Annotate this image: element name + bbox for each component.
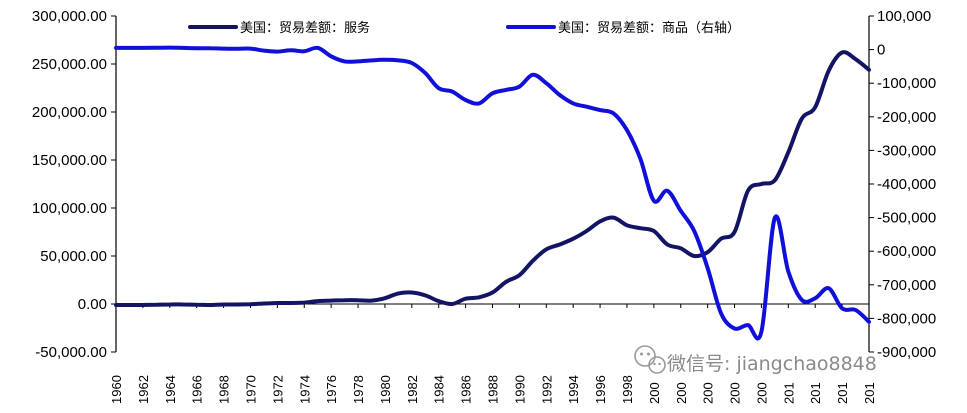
watermark-text: 微信号: jiangchao8848	[667, 353, 877, 375]
left-tick-label: -50,000.00	[35, 344, 107, 361]
series-line-services	[114, 50, 871, 307]
right-tick-label: 100,000	[877, 8, 931, 25]
x-tick-label: 1974	[297, 375, 312, 404]
legend-label: 美国：贸易差额：商品（右轴）	[558, 21, 740, 36]
right-tick-label: -600,000	[877, 243, 936, 260]
legend: 美国：贸易差额：服务 美国：贸易差额：商品（右轴）	[188, 20, 740, 36]
x-tick-label: 200	[674, 382, 689, 404]
right-tick-label: -400,000	[877, 176, 936, 193]
x-tick-label: 1968	[217, 375, 232, 404]
x-tick-label: 200	[754, 382, 769, 404]
wechat-icon	[634, 345, 666, 374]
x-tick-label: 1970	[243, 375, 258, 404]
x-axis-ticks: 1960 1962 1964 1966 1968 1970 1972 1974 1976 1978…	[109, 304, 877, 404]
left-tick-label: 100,000.00	[32, 200, 107, 217]
right-tick-label: -800,000	[877, 310, 936, 327]
x-tick-label: 1960	[109, 375, 124, 404]
x-tick-label: 1966	[190, 375, 205, 404]
x-tick-label: 1962	[136, 375, 151, 404]
left-tick-label: 300,000.00	[32, 8, 107, 25]
left-tick-label: 250,000.00	[32, 56, 107, 73]
x-tick-label: 200	[728, 382, 743, 404]
x-tick-label: 1986	[459, 375, 474, 404]
x-tick-label: 1992	[539, 375, 554, 404]
x-tick-label: 1996	[593, 375, 608, 404]
right-tick-label: 0	[877, 42, 885, 59]
right-tick-label: -700,000	[877, 277, 936, 294]
right-tick-label: -500,000	[877, 210, 936, 227]
x-tick-label: 1976	[324, 375, 339, 404]
right-tick-label: -300,000	[877, 142, 936, 159]
right-tick-label: -900,000	[877, 344, 936, 361]
right-tick-label: -200,000	[877, 109, 936, 126]
legend-label: 美国：贸易差额：服务	[240, 20, 370, 36]
x-tick-label: 201	[862, 382, 877, 404]
x-tick-label: 1998	[620, 375, 635, 404]
x-tick-label: 1990	[512, 375, 527, 404]
x-tick-label: 1982	[405, 375, 420, 404]
series-lines	[114, 45, 871, 341]
left-tick-label: 0.00	[78, 296, 107, 313]
x-tick-label: 1972	[270, 375, 285, 404]
x-tick-label: 201	[835, 382, 850, 404]
x-tick-label: 201	[808, 382, 823, 404]
x-tick-label: 200	[701, 382, 716, 404]
left-tick-label: 50,000.00	[40, 248, 107, 265]
x-tick-label: 1978	[351, 375, 366, 404]
x-tick-label: 200	[647, 382, 662, 404]
x-tick-label: 1964	[163, 375, 178, 404]
x-tick-label: 1988	[486, 375, 501, 404]
series-line-goods	[114, 45, 871, 341]
right-tick-label: -100,000	[877, 75, 936, 92]
right-axis-ticks: 100,000 0 -100,000 -200,000 -300,000 -400,000…	[869, 8, 936, 361]
left-tick-label: 150,000.00	[32, 152, 107, 169]
x-tick-label: 1994	[566, 375, 581, 404]
x-tick-label: 1980	[378, 375, 393, 404]
left-tick-label: 200,000.00	[32, 104, 107, 121]
left-axis-ticks: 300,000.00 250,000.00 200,000.00 150,000.00…	[32, 8, 116, 361]
x-tick-label: 201	[781, 382, 796, 404]
watermark: 微信号: jiangchao8848	[634, 345, 877, 375]
x-tick-label: 1984	[432, 375, 447, 404]
